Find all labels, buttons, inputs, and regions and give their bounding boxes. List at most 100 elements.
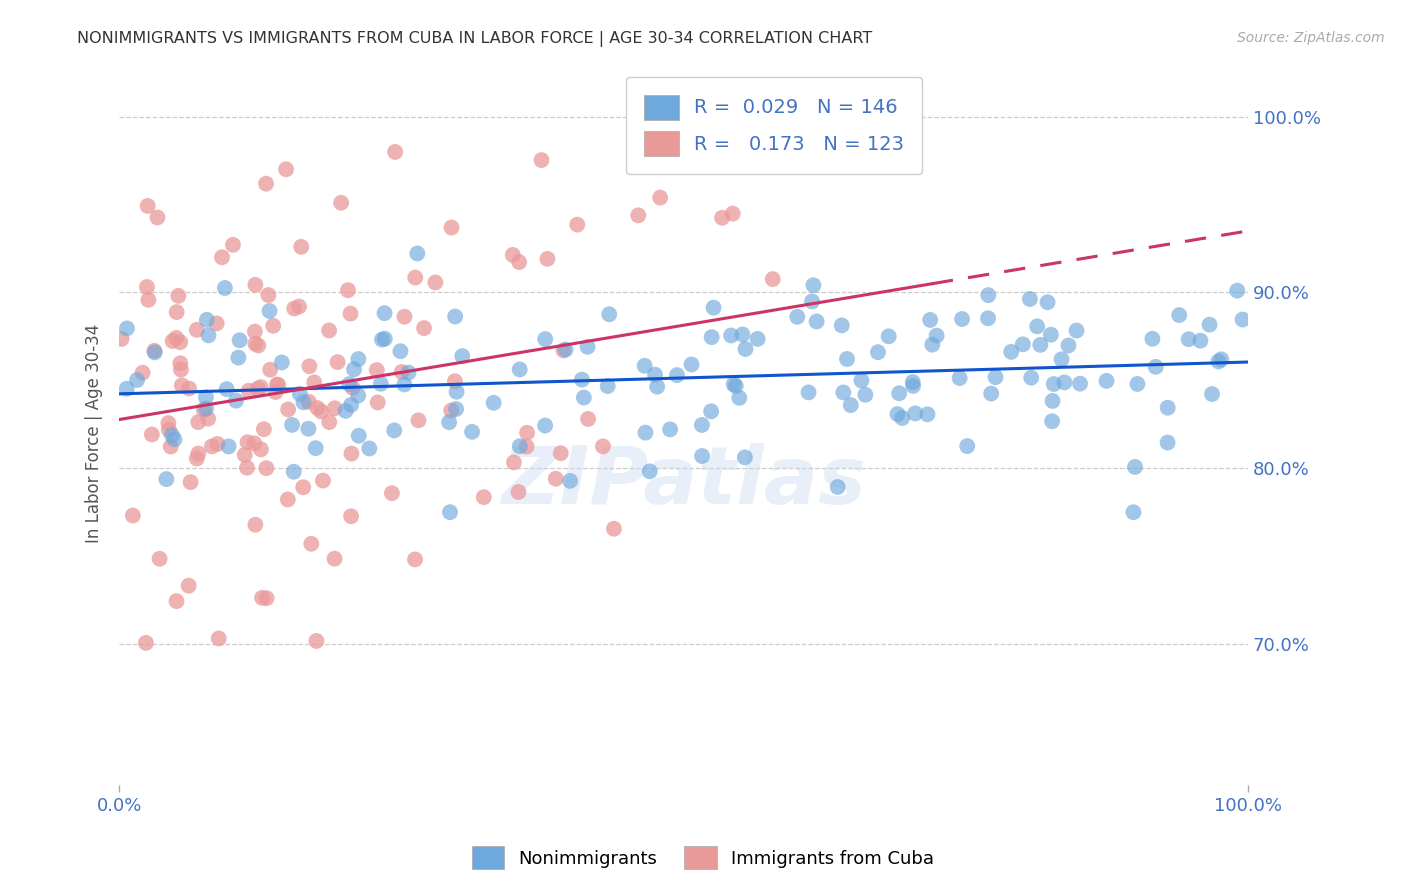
Point <box>340 398 363 412</box>
Point <box>550 446 572 460</box>
Point <box>956 439 979 453</box>
Point <box>180 475 202 490</box>
Point <box>977 288 1000 302</box>
Point <box>1066 324 1088 338</box>
Point <box>503 455 526 469</box>
Point <box>904 406 927 420</box>
Point <box>347 352 370 367</box>
Point <box>160 428 183 442</box>
Point <box>1095 374 1118 388</box>
Point <box>146 211 169 225</box>
Point <box>243 325 266 339</box>
Point <box>254 461 277 475</box>
Point <box>236 435 259 450</box>
Point <box>259 304 281 318</box>
Point <box>323 401 346 416</box>
Point <box>394 310 416 324</box>
Point <box>292 480 315 494</box>
Point <box>1019 370 1042 384</box>
Point <box>645 379 668 393</box>
Point <box>472 490 495 504</box>
Point <box>700 404 723 418</box>
Point <box>162 334 184 348</box>
Point <box>572 391 595 405</box>
Point <box>891 411 914 425</box>
Point <box>195 313 218 327</box>
Point <box>121 508 143 523</box>
Point <box>516 425 538 440</box>
Point <box>1226 284 1249 298</box>
Point <box>703 301 725 315</box>
Point <box>644 368 666 382</box>
Point <box>451 349 474 363</box>
Point <box>335 404 357 418</box>
Point <box>165 331 187 345</box>
Point <box>461 425 484 439</box>
Point <box>801 294 824 309</box>
Point <box>394 377 416 392</box>
Point <box>373 306 395 320</box>
Point <box>1123 459 1146 474</box>
Point <box>143 343 166 358</box>
Point <box>1156 435 1178 450</box>
Point <box>238 384 260 398</box>
Point <box>1168 308 1191 322</box>
Point <box>194 390 217 404</box>
Point <box>233 448 256 462</box>
Point <box>571 373 593 387</box>
Point <box>309 404 332 418</box>
Point <box>901 375 924 389</box>
Point <box>1232 312 1254 326</box>
Point <box>731 327 754 342</box>
Point <box>534 418 557 433</box>
Point <box>193 402 215 417</box>
Point <box>298 394 321 409</box>
Point <box>318 415 340 429</box>
Point <box>167 289 190 303</box>
Point <box>343 362 366 376</box>
Point <box>197 411 219 425</box>
Point <box>254 177 277 191</box>
Point <box>1189 334 1212 348</box>
Point <box>163 433 186 447</box>
Point <box>1040 414 1063 428</box>
Point <box>558 474 581 488</box>
Point <box>980 386 1002 401</box>
Point <box>886 407 908 421</box>
Point <box>131 366 153 380</box>
Point <box>1208 354 1230 368</box>
Point <box>115 321 138 335</box>
Point <box>270 355 292 369</box>
Point <box>243 436 266 450</box>
Point <box>853 388 876 402</box>
Point <box>187 415 209 429</box>
Point <box>446 384 468 399</box>
Point <box>391 365 413 379</box>
Point <box>298 359 321 374</box>
Point <box>197 328 219 343</box>
Point <box>382 424 405 438</box>
Point <box>803 278 825 293</box>
Point <box>225 393 247 408</box>
Point <box>554 343 576 357</box>
Point <box>166 305 188 319</box>
Point <box>228 333 250 347</box>
Point <box>125 373 148 387</box>
Point <box>406 246 429 260</box>
Text: Source: ZipAtlas.com: Source: ZipAtlas.com <box>1237 31 1385 45</box>
Point <box>253 422 276 436</box>
Point <box>553 343 575 358</box>
Point <box>1122 505 1144 519</box>
Point <box>246 382 269 396</box>
Point <box>444 310 467 324</box>
Point <box>292 395 315 409</box>
Text: NONIMMIGRANTS VS IMMIGRANTS FROM CUBA IN LABOR FORCE | AGE 30-34 CORRELATION CHA: NONIMMIGRANTS VS IMMIGRANTS FROM CUBA IN… <box>77 31 873 47</box>
Point <box>277 402 299 417</box>
Point <box>440 220 463 235</box>
Point <box>110 332 132 346</box>
Point <box>509 362 531 376</box>
Point <box>340 509 363 524</box>
Y-axis label: In Labor Force | Age 30-34: In Labor Force | Age 30-34 <box>86 324 103 542</box>
Point <box>159 440 181 454</box>
Point <box>157 416 180 430</box>
